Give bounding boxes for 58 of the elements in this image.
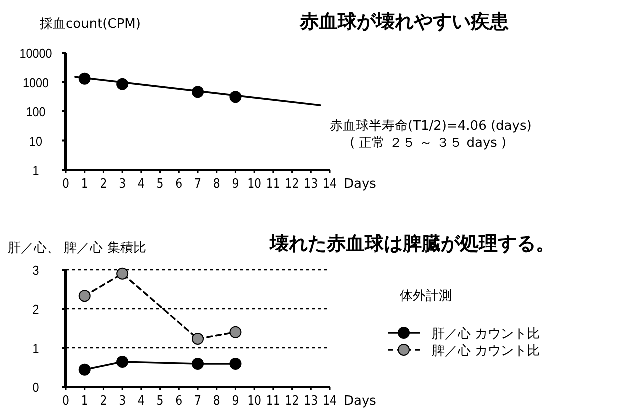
x-tick-label: 2 — [100, 177, 108, 192]
x-tick-label: 0 — [62, 177, 71, 192]
x-tick-label: 1 — [81, 177, 90, 192]
point — [78, 290, 91, 302]
point — [116, 268, 129, 280]
x-tick-label: 11 — [266, 177, 283, 192]
x-axis-title: Days — [344, 394, 377, 409]
x-tick-label: 6 — [176, 394, 184, 409]
y-axis-title: 肝／心、 脾／心 集積比 — [8, 240, 146, 256]
x-tick-label: 5 — [156, 177, 166, 192]
legend-label: 脾／心 カウント比 — [432, 343, 540, 359]
y-tick-label: 3 — [32, 263, 40, 278]
x-tick-label: 13 — [304, 394, 321, 409]
legend-label: 肝／心 カウント比 — [432, 326, 540, 342]
x-tick-label: 14 — [323, 177, 340, 192]
point — [78, 364, 91, 376]
y-tick-label: 1000 — [23, 75, 52, 90]
y-tick-label: 10 — [30, 134, 44, 149]
point — [192, 358, 204, 370]
y-tick-label: 1 — [32, 163, 40, 178]
x-tick-label: 8 — [213, 394, 222, 409]
text: 赤血球が壊れやすい疾患 — [299, 11, 510, 33]
point — [192, 333, 204, 346]
x-tick-label: 7 — [194, 177, 203, 192]
x-tick-label: 9 — [232, 394, 240, 409]
legend-title: 体外計測 — [400, 289, 452, 304]
x-tick-label: 13 — [304, 177, 321, 192]
y-tick-label: 0 — [32, 380, 40, 395]
x-tick-label: 5 — [156, 394, 166, 409]
text: ( 正常 ２５ ～ ３５ days ) — [350, 136, 507, 151]
x-axis-title: Days — [344, 177, 377, 192]
x-tick-label: 6 — [176, 177, 184, 192]
y-tick-label: 10000 — [20, 46, 56, 61]
x-tick-label: 14 — [323, 394, 340, 409]
point — [230, 326, 242, 338]
x-tick-label: 3 — [119, 394, 128, 409]
point — [230, 358, 242, 370]
x-tick-label: 11 — [266, 394, 283, 409]
x-tick-label: 0 — [62, 394, 71, 409]
x-tick-label: 7 — [194, 394, 203, 409]
x-tick-label: 4 — [138, 394, 146, 409]
point — [116, 356, 129, 368]
x-tick-label: 10 — [248, 394, 264, 409]
x-tick-label: 3 — [119, 177, 128, 192]
x-tick-label: 12 — [285, 394, 302, 409]
x-tick-label: 10 — [248, 177, 264, 192]
y-tick-label: 2 — [32, 302, 40, 317]
x-tick-label: 9 — [232, 177, 240, 192]
x-tick-label: 12 — [285, 177, 302, 192]
annotation: 赤血球半寿命(T1/2)=4.06 (days) — [330, 119, 532, 134]
x-tick-label: 1 — [81, 394, 90, 409]
y-tick-label: 1 — [32, 341, 40, 356]
x-tick-label: 2 — [100, 394, 108, 409]
text: 壊れた赤血球は脾臓が処理する。 — [269, 233, 555, 255]
x-tick-label: 8 — [213, 177, 222, 192]
y-axis-title: 採血count(CPM) — [40, 17, 141, 32]
x-tick-label: 4 — [138, 177, 146, 192]
y-tick-label: 100 — [26, 104, 48, 120]
